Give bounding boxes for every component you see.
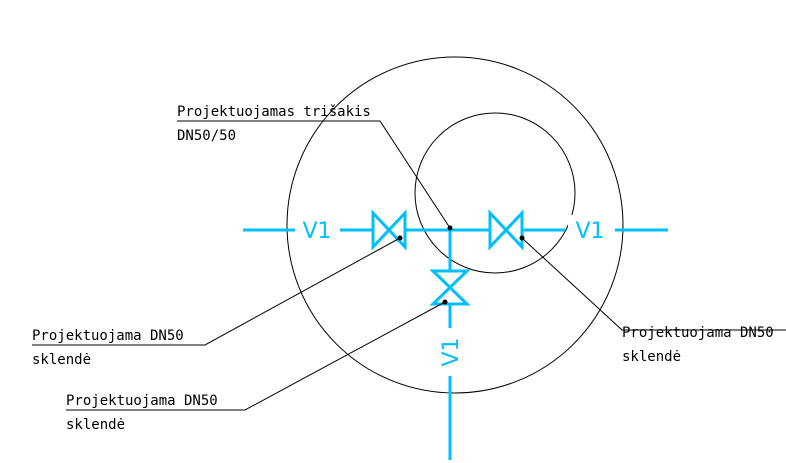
pipes <box>243 228 668 460</box>
callout-text: sklendė <box>66 417 125 433</box>
callout-text: sklendė <box>32 352 91 368</box>
label-bg <box>438 330 464 374</box>
callout-text: DN50/50 <box>177 128 236 144</box>
callout-text: Projektuojama DN50 <box>66 393 218 409</box>
callout-text: Projektuojamas trišakis <box>177 104 371 120</box>
pipe-label: V1 <box>575 219 604 244</box>
pipe-label: V1 <box>302 219 331 244</box>
label-bg <box>568 215 612 245</box>
pipe-label: V1 <box>439 337 464 366</box>
label-bg <box>296 215 338 245</box>
callout-text: Projektuojama DN50 <box>622 325 774 341</box>
manhole-inner <box>414 112 576 274</box>
leaders <box>32 120 786 411</box>
callout-text: sklendė <box>622 349 681 365</box>
valves <box>371 209 524 306</box>
manhole-outer <box>286 56 624 394</box>
callout-text: Projektuojama DN50 <box>32 328 184 344</box>
